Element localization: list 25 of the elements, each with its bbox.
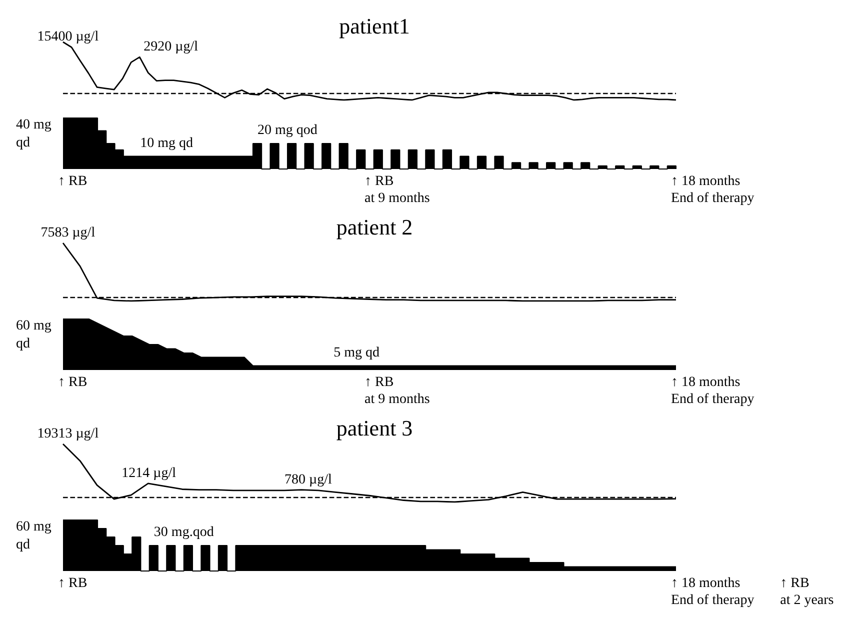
annotation: 780 µg/l: [284, 472, 332, 488]
data-label: 10 mg qd: [140, 136, 194, 151]
data-label: 30 mg.qod: [154, 525, 214, 540]
data-label: 20 mg qod: [258, 123, 318, 138]
data-label: 40 mg qd: [16, 118, 52, 150]
chart-title: patient 2: [336, 214, 413, 240]
text: ↑ RB at 9 months: [364, 375, 430, 407]
text: 7583 µg/l: [40, 226, 96, 240]
text: ↑ RB at 9 months: [364, 174, 430, 206]
text: ↑ 18 months End of therapy: [671, 174, 754, 206]
text: ↑ RB: [58, 174, 88, 189]
annotation: 1214 µg/l: [122, 466, 176, 481]
text: ↑ 18 months End of therapy: [671, 576, 754, 608]
data-label: 60 mg qd: [16, 520, 52, 552]
chart-title: patient 3: [336, 416, 413, 440]
data-label: 5 mg qd: [334, 345, 380, 360]
chart-title: patient1: [339, 14, 410, 38]
text: ↑ RB: [58, 576, 88, 591]
text: ↑ RB: [58, 375, 88, 390]
text: ↑ 18 months End of therapy: [671, 375, 754, 407]
data-label: 60 mg qd: [16, 318, 52, 352]
annotation: 2920 µg/l: [144, 40, 198, 55]
text: 19313 µg/l: [37, 426, 99, 442]
annotation: 15400 µg/l: [37, 30, 99, 45]
text: ↑ RB at 2 years: [780, 576, 834, 608]
